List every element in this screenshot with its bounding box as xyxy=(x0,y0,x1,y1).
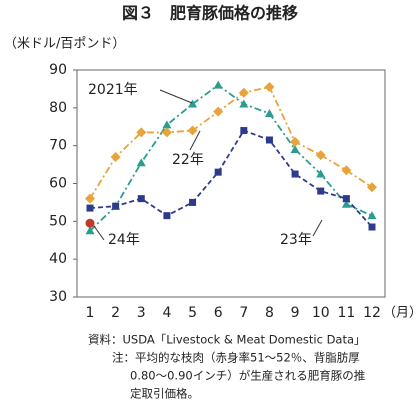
y-tick-label: 50 xyxy=(49,213,67,229)
point xyxy=(239,99,249,108)
point xyxy=(86,204,94,212)
y-tick-label: 40 xyxy=(49,251,67,267)
point xyxy=(163,212,171,220)
series-line xyxy=(89,85,373,200)
x-tick-label: 1 xyxy=(86,305,95,321)
note: 0.80～0.90インチ）が生産される肥育豚の推 xyxy=(130,369,365,383)
point xyxy=(367,182,377,193)
point xyxy=(290,144,300,153)
leader-line xyxy=(189,130,201,151)
note: 資料：USDA「Livestock & Meat Domestic Data」 xyxy=(88,333,366,347)
x-tick-label: 10 xyxy=(312,305,330,321)
leader-line xyxy=(93,225,105,241)
point xyxy=(341,199,351,208)
y-tick-label: 70 xyxy=(49,138,67,154)
point xyxy=(136,127,147,138)
point xyxy=(315,150,326,161)
x-tick-label: 12 xyxy=(363,305,381,321)
leader-line xyxy=(312,219,323,237)
x-tick-label: 8 xyxy=(265,305,274,321)
series-label: 2021年 xyxy=(88,82,138,98)
point xyxy=(264,109,274,118)
point xyxy=(187,125,198,136)
point xyxy=(317,187,325,195)
series-label: 24年 xyxy=(108,232,140,248)
point xyxy=(213,106,224,117)
leader-line xyxy=(159,89,193,104)
point xyxy=(238,87,249,98)
x-axis-label: （月） xyxy=(383,306,420,321)
point xyxy=(189,198,197,206)
chart-title: 図３ 肥育豚価格の推移 xyxy=(122,4,298,23)
x-tick-label: 3 xyxy=(137,305,146,321)
y-tick-label: 80 xyxy=(49,100,67,116)
point xyxy=(85,218,95,228)
plot-frame xyxy=(76,69,386,298)
y-tick-label: 60 xyxy=(49,176,67,192)
point xyxy=(162,120,172,129)
y-tick-label: 30 xyxy=(49,289,67,305)
point xyxy=(265,136,273,144)
point xyxy=(290,136,301,147)
point xyxy=(342,195,350,203)
x-tick-label: 11 xyxy=(337,305,355,321)
y-axis-label: （米ドル/百ポンド） xyxy=(4,37,125,52)
series-label: 22年 xyxy=(172,152,204,168)
point xyxy=(188,99,198,108)
point xyxy=(367,211,377,220)
x-tick-label: 7 xyxy=(239,305,248,321)
point xyxy=(214,168,222,176)
x-tick-label: 5 xyxy=(188,305,197,321)
point xyxy=(264,82,275,93)
point xyxy=(316,169,326,178)
x-tick-label: 2 xyxy=(111,305,120,321)
point xyxy=(213,80,223,89)
point xyxy=(112,202,120,210)
point xyxy=(137,195,145,203)
point xyxy=(85,193,95,204)
x-tick-label: 4 xyxy=(162,305,171,321)
note: 注：平均的な枝肉（赤身率51～52％、背脂肪厚 xyxy=(112,351,360,365)
point xyxy=(161,127,172,138)
point xyxy=(85,226,95,235)
point xyxy=(110,152,121,163)
note: 定取引価格。 xyxy=(130,387,199,401)
series-label: 23年 xyxy=(280,232,312,248)
point xyxy=(240,127,248,135)
series-line xyxy=(89,84,373,232)
point xyxy=(136,158,146,167)
point xyxy=(341,165,352,176)
y-tick-label: 90 xyxy=(49,62,67,78)
series-line xyxy=(89,129,373,228)
point xyxy=(368,223,376,231)
point xyxy=(291,170,299,178)
x-tick-label: 9 xyxy=(291,305,300,321)
x-tick-label: 6 xyxy=(214,305,223,321)
